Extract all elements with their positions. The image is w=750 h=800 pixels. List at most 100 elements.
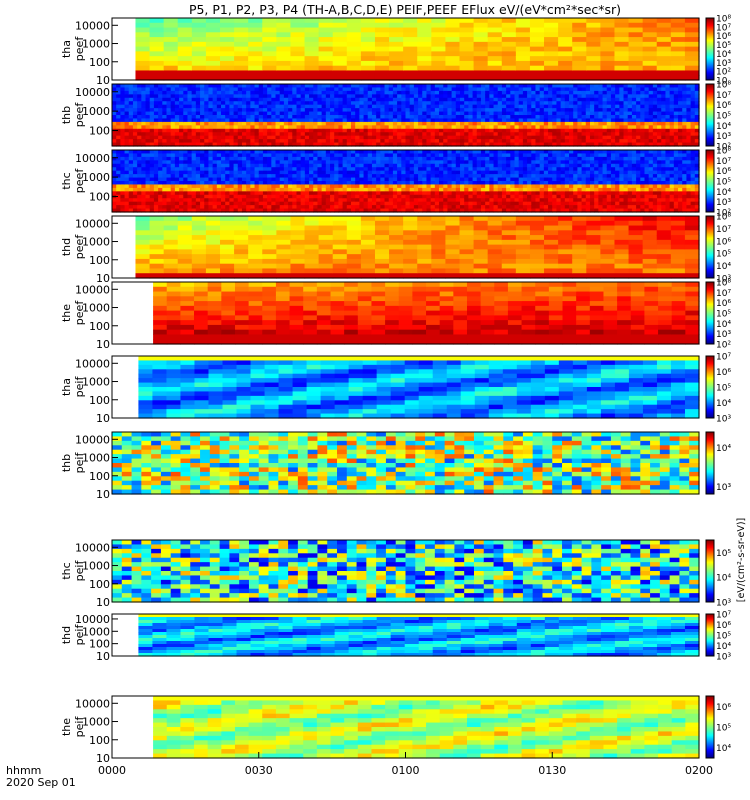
heatmap-cell [497, 84, 503, 89]
heatmap-cell [237, 153, 243, 158]
heatmap-cell [522, 201, 528, 206]
heatmap-cell [288, 128, 293, 133]
heatmap-cell [535, 163, 541, 168]
heatmap-cell [397, 90, 402, 95]
heatmap-cell [334, 118, 340, 123]
heatmap-cell [334, 84, 340, 89]
heatmap-cell [472, 170, 478, 175]
heatmap-cell [334, 198, 340, 203]
heatmap-cell [606, 139, 612, 144]
heatmap-cell [434, 101, 440, 106]
heatmap-cell [455, 174, 461, 179]
heatmap-cell [615, 94, 620, 99]
heatmap-cell [258, 97, 264, 102]
heatmap-cell [506, 118, 511, 123]
heatmap-cell [501, 191, 507, 196]
heatmap-cell [401, 177, 407, 182]
heatmap-cell [515, 70, 531, 76]
heatmap-cell [518, 111, 524, 116]
heatmap-cell [422, 115, 428, 120]
heatmap-cell [342, 184, 348, 189]
heatmap-cell [497, 125, 503, 130]
heatmap-cell [279, 181, 285, 186]
heatmap-cell [451, 132, 457, 137]
heatmap-cell [694, 94, 700, 99]
heatmap-cell [248, 60, 263, 67]
heatmap-cell [418, 139, 423, 144]
heatmap-cell [548, 191, 553, 196]
heatmap-cell [558, 75, 573, 81]
heatmap-cell [183, 101, 189, 106]
heatmap-cell [158, 115, 163, 120]
heatmap-cell [120, 150, 126, 155]
heatmap-cell [489, 177, 495, 182]
heatmap-cell [619, 104, 625, 109]
heatmap-cell [137, 167, 142, 172]
heatmap-cell [413, 87, 419, 92]
heatmap-cell [158, 121, 163, 126]
heatmap-cell [535, 191, 541, 196]
heatmap-cell [208, 187, 214, 192]
heatmap-cell [346, 187, 352, 192]
heatmap-cell [548, 139, 553, 144]
heatmap-cell [418, 160, 423, 165]
heatmap-cell [598, 94, 604, 99]
heatmap-cell [191, 27, 207, 33]
heatmap-cell [237, 198, 243, 203]
heatmap-cell [384, 128, 390, 133]
heatmap-cell [355, 184, 360, 189]
heatmap-cell [468, 160, 474, 165]
heatmap-cell [573, 94, 578, 99]
heatmap-cell [359, 121, 365, 126]
heatmap-cell [388, 208, 394, 213]
heatmap-cell [694, 139, 700, 144]
heatmap-cell [300, 90, 306, 95]
heatmap-cell [371, 201, 377, 206]
heatmap-cell [657, 94, 662, 99]
heatmap-cell [480, 177, 486, 182]
heatmap-cell [250, 87, 256, 92]
heatmap-cell [602, 84, 608, 89]
heatmap-cell [246, 191, 251, 196]
heatmap-cell [120, 177, 126, 182]
heatmap-cell [200, 201, 205, 206]
heatmap-cell [220, 27, 235, 33]
heatmap-cell [501, 142, 507, 147]
heatmap-cell [116, 191, 121, 196]
heatmap-cell [623, 87, 629, 92]
heatmap-cell [317, 87, 323, 92]
heatmap-cell [669, 121, 675, 126]
heatmap-cell [610, 132, 616, 137]
heatmap-cell [304, 51, 320, 57]
heatmap-cell [163, 56, 179, 62]
heatmap-cell [434, 111, 440, 116]
heatmap-cell [275, 87, 281, 92]
heatmap-cell [569, 128, 574, 133]
heatmap-cell [208, 115, 214, 120]
heatmap-cell [694, 132, 700, 137]
heatmap-cell [296, 111, 302, 116]
heatmap-cell [648, 142, 654, 147]
heatmap-cell [531, 104, 537, 109]
heatmap-cell [338, 208, 344, 213]
heatmap-cell [389, 70, 404, 76]
heatmap-cell [141, 205, 147, 210]
heatmap-cell [543, 87, 549, 92]
heatmap-cell [589, 125, 595, 130]
heatmap-cell [250, 97, 256, 102]
heatmap-cell [292, 139, 298, 144]
heatmap-cell [389, 51, 404, 57]
heatmap-cell [543, 135, 549, 140]
heatmap-cell [443, 174, 449, 179]
heatmap-cell [212, 87, 218, 92]
heatmap-cell [338, 97, 344, 102]
heatmap-cell [661, 111, 667, 116]
heatmap-cell [187, 94, 193, 99]
heatmap-cell [132, 84, 138, 89]
heatmap-cell [447, 84, 453, 89]
heatmap-cell [170, 177, 176, 182]
heatmap-cell [573, 115, 578, 120]
heatmap-cell [342, 94, 348, 99]
heatmap-cell [363, 208, 369, 213]
heatmap-cell [529, 37, 545, 43]
